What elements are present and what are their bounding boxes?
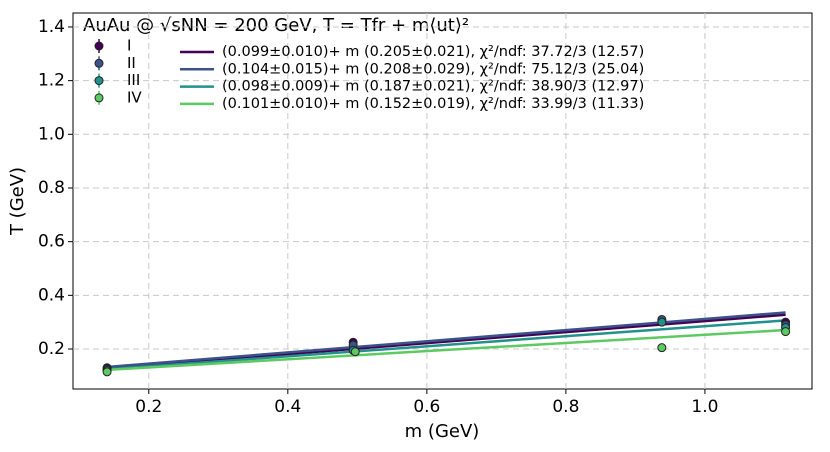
fit-line <box>106 313 786 370</box>
legend-label: IV <box>127 88 142 106</box>
point <box>102 367 112 377</box>
legend-label: (0.104±0.015)+ m (0.208±0.029), χ²/ndf: … <box>222 61 644 77</box>
point <box>657 343 667 353</box>
legend-label: I <box>127 37 131 55</box>
fit-line <box>106 328 786 372</box>
chart-title: AuAu @ √sNN = 200 GeV, T = Tfr + m⟨ut⟩² <box>83 15 469 36</box>
y-tick-label: 1.4 <box>38 17 65 37</box>
legend-marker <box>94 58 104 68</box>
fit-line <box>106 311 786 369</box>
x-tick-label: 0.2 <box>135 397 162 417</box>
point <box>350 347 360 357</box>
y-tick-label: 0.4 <box>38 285 65 305</box>
y-tick-label: 1.2 <box>38 71 65 91</box>
y-tick-label: 0.6 <box>38 232 65 252</box>
point <box>657 317 667 327</box>
legend-label: (0.099±0.010)+ m (0.205±0.021), χ²/ndf: … <box>222 44 644 60</box>
fit-line <box>106 319 786 371</box>
x-tick-label: 0.4 <box>274 397 301 417</box>
y-tick-label: 0.2 <box>38 339 65 359</box>
legend-label: (0.101±0.010)+ m (0.152±0.019), χ²/ndf: … <box>222 96 644 112</box>
x-axis-label: m (GeV) <box>405 421 480 442</box>
legend-label: II <box>127 54 136 72</box>
legend-marker <box>94 76 104 86</box>
legend-marker <box>94 41 104 51</box>
plot-frame <box>72 12 813 390</box>
x-tick-label: 1.0 <box>691 397 718 417</box>
legend-label: (0.098±0.009)+ m (0.187±0.021), χ²/ndf: … <box>222 79 644 95</box>
y-tick-label: 0.8 <box>38 178 65 198</box>
point <box>781 327 791 337</box>
legend-label: III <box>127 71 140 89</box>
legend-marker <box>94 93 104 103</box>
y-axis-label: T (GeV) <box>7 167 28 236</box>
x-tick-label: 0.6 <box>413 397 440 417</box>
x-tick-label: 0.8 <box>552 397 579 417</box>
y-tick-label: 1.0 <box>38 124 65 144</box>
